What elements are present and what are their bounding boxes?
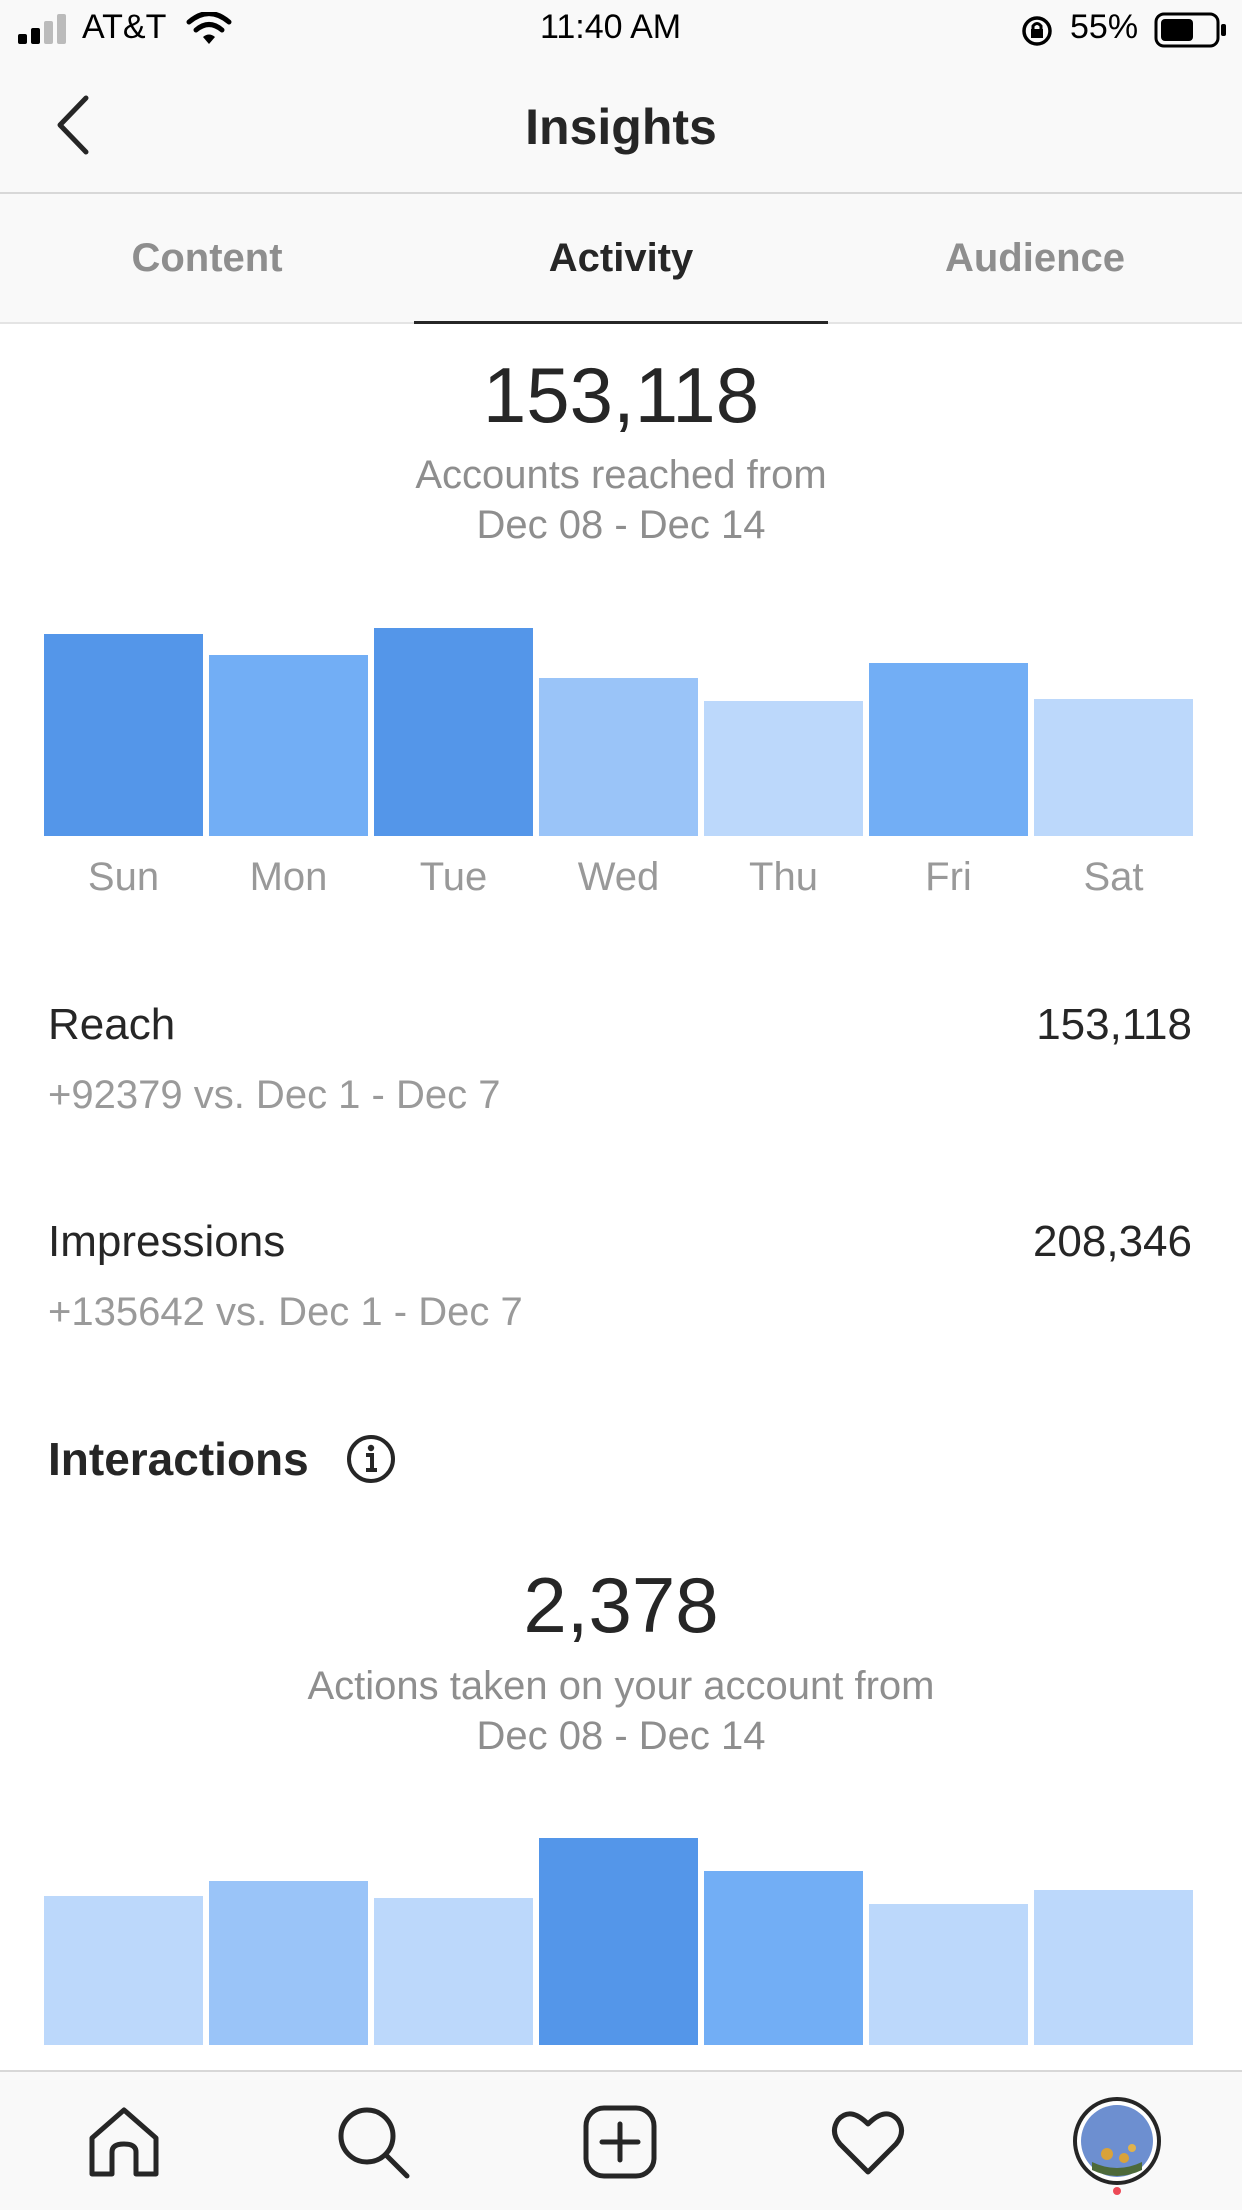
reach-chart-day-labels: Sun Mon Tue Wed Thu Fri Sat — [0, 855, 1242, 905]
day-label-thu: Thu — [749, 855, 818, 899]
status-time: 11:40 AM — [540, 8, 682, 46]
back-arrow-icon[interactable] — [50, 90, 100, 160]
impressions-label: Impressions — [48, 1217, 286, 1266]
battery-icon — [1154, 12, 1226, 48]
day-label-mon: Mon — [249, 855, 328, 899]
new-post-icon[interactable] — [580, 2102, 660, 2182]
signal-icon — [18, 14, 66, 44]
day-label-fri: Fri — [925, 855, 972, 899]
reach-bar-7 — [1034, 699, 1193, 836]
bottom-tab-bar — [0, 2070, 1242, 2210]
interactions-caption-line1: Actions taken on your account from — [307, 1664, 935, 1708]
carrier-label: AT&T — [82, 8, 167, 46]
profile-avatar[interactable] — [1072, 2096, 1162, 2196]
interactions-caption-line2: Dec 08 - Dec 14 — [476, 1714, 766, 1758]
battery-percentage: 55% — [1070, 8, 1139, 46]
interactions-bar-3 — [374, 1898, 533, 2045]
activity-heart-icon[interactable] — [828, 2102, 908, 2182]
interactions-bar-6 — [869, 1904, 1028, 2045]
tab-audience[interactable]: Audience — [944, 236, 1126, 280]
day-label-tue: Tue — [419, 855, 488, 899]
interactions-bar-4 — [539, 1838, 698, 2045]
tab-activity[interactable]: Activity — [414, 194, 828, 324]
interactions-heading: Interactions — [48, 1433, 309, 1485]
reach-bar-3 — [374, 628, 533, 836]
day-label-sun: Sun — [87, 855, 160, 899]
reach-label: Reach — [48, 1000, 176, 1049]
reach-bar-chart — [44, 628, 1199, 836]
reach-bar-4 — [539, 678, 698, 836]
impressions-value: 208,346 — [1032, 1217, 1192, 1266]
interactions-bar-7 — [1034, 1890, 1193, 2045]
impressions-comparison: +135642 vs. Dec 1 - Dec 7 — [48, 1290, 523, 1334]
interactions-bar-chart — [44, 1838, 1199, 2045]
reach-bar-6 — [869, 663, 1028, 836]
navigation-bar: Insights — [0, 60, 1242, 194]
tab-content[interactable]: Content — [131, 236, 283, 280]
search-icon[interactable] — [333, 2102, 413, 2182]
reach-value: 153,118 — [1036, 1000, 1192, 1049]
orientation-lock-icon — [1022, 16, 1052, 46]
reach-bar-2 — [209, 655, 368, 836]
insights-tabs: Content Activity Audience — [0, 194, 1242, 324]
interactions-bar-2 — [209, 1881, 368, 2045]
reach-bar-5 — [704, 701, 863, 836]
page-title: Insights — [525, 99, 717, 155]
reach-comparison: +92379 vs. Dec 1 - Dec 7 — [48, 1073, 501, 1117]
day-label-wed: Wed — [577, 855, 660, 899]
reach-caption-line1: Accounts reached from — [415, 453, 827, 497]
wifi-icon — [186, 12, 232, 44]
reach-bar-1 — [44, 634, 203, 836]
status-bar: AT&T 11:40 AM 55% — [0, 0, 1242, 60]
interactions-bar-1 — [44, 1896, 203, 2045]
day-label-sat: Sat — [1083, 855, 1144, 899]
home-icon[interactable] — [84, 2102, 164, 2182]
reach-caption-line2: Dec 08 - Dec 14 — [476, 503, 766, 547]
info-icon[interactable] — [345, 1433, 397, 1485]
interactions-total: 2,378 — [523, 1561, 719, 1649]
accounts-reached-total: 153,118 — [482, 351, 760, 439]
interactions-bar-5 — [704, 1871, 863, 2045]
